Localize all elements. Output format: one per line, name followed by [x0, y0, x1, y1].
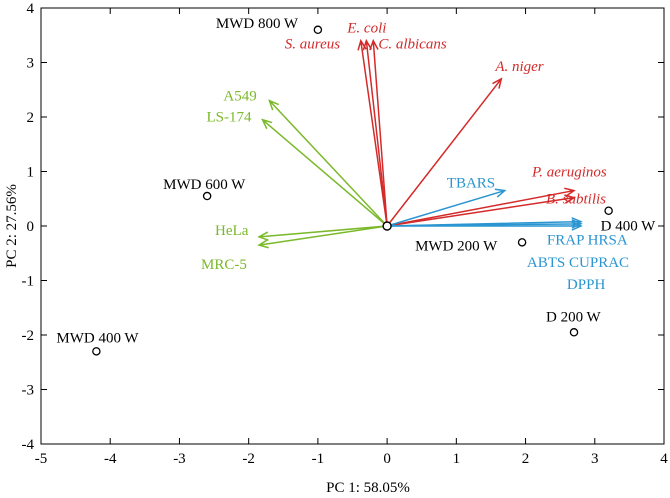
y-tick-label: -3	[22, 383, 35, 399]
x-tick-label: -3	[173, 451, 186, 467]
score-marker	[517, 238, 527, 247]
score-marker	[569, 328, 579, 337]
x-tick-label: 1	[453, 451, 461, 467]
vector-hela	[257, 225, 388, 241]
vector-group-antimicrobial: E. coli S. aureus C. albicans A. niger P. ae…	[285, 21, 607, 227]
score-label: MWD 200 W	[415, 238, 498, 254]
score-label: D 200 W	[546, 309, 602, 325]
y-tick-label: -1	[22, 274, 35, 290]
vector-b-subtilis	[386, 194, 576, 227]
score-point-mwd-200-w: MWD 200 W	[415, 238, 527, 254]
vector-label-abts-cuprac: ABTS CUPRAC	[527, 255, 629, 271]
score-label: MWD 400 W	[56, 330, 139, 346]
y-tick-label: -4	[22, 437, 35, 453]
vector-label-e-coli: E. coli	[346, 21, 386, 37]
vector-label-a-niger: A. niger	[494, 59, 543, 75]
x-tick-label: -1	[312, 451, 325, 467]
vector-e-coli	[369, 38, 388, 227]
x-tick-label: 2	[522, 451, 530, 467]
vector-mrc-5	[257, 225, 388, 249]
vector-group-antioxidant: TBARS FRAP HRSA ABTS CUPRAC DPPH	[386, 176, 629, 293]
y-tick-label: 2	[27, 110, 35, 126]
vector-group-cytotoxic: A549 LS-174 HeLa MRC-5	[201, 89, 388, 273]
x-tick-label: -4	[104, 451, 117, 467]
y-tick-label: 1	[27, 165, 35, 181]
vector-label-c-albicans: C. albicans	[378, 37, 446, 53]
origin-marker	[382, 221, 392, 231]
vector-label-mrc-5: MRC-5	[201, 257, 247, 273]
vector-label-a549: A549	[223, 89, 256, 105]
y-tick-label: 3	[27, 56, 35, 72]
score-marker	[202, 191, 212, 201]
score-marker	[313, 25, 323, 35]
score-marker	[92, 347, 101, 356]
score-label: MWD 600 W	[163, 177, 246, 193]
x-tick-label: 3	[591, 451, 599, 467]
vector-ls-174	[261, 118, 388, 227]
vector-c-albicans	[362, 38, 388, 227]
vector-label-b-subtilis: B. subtilis	[546, 192, 606, 208]
score-marker	[604, 206, 613, 215]
vector-label-s-aureus: S. aureus	[285, 37, 340, 53]
vector-dpph	[387, 221, 583, 231]
y-tick-label: 0	[27, 219, 35, 235]
loading-vectors: A549 LS-174 HeLa MRC-5 E. coli S. aureus C. al…	[201, 21, 629, 293]
vector-label-tbars: TBARS	[447, 176, 495, 192]
y-axis-title: PC 2: 27.56%	[4, 184, 20, 268]
vector-label-p-aeruginos: P. aeruginos	[531, 165, 607, 181]
vector-label-ls-174: LS-174	[207, 110, 253, 126]
x-tick-label: -2	[242, 451, 255, 467]
score-label: D 400 W	[601, 219, 657, 235]
vector-label-dpph: DPPH	[567, 277, 606, 293]
x-tick-label: 0	[383, 451, 391, 467]
vector-a549	[268, 99, 388, 227]
score-point-d-400-w: D 400 W	[601, 206, 657, 235]
x-tick-label: -5	[35, 451, 48, 467]
x-tick-label: 4	[660, 451, 668, 467]
vector-a-niger	[386, 77, 503, 227]
vector-label-frap-hrsa: FRAP HRSA	[547, 233, 628, 249]
score-point-d-200-w: D 200 W	[546, 309, 602, 337]
score-point-mwd-600-w: MWD 600 W	[163, 177, 246, 201]
score-points: MWD 800 W MWD 600 W MWD 400 W MWD 200 W D 40…	[56, 16, 657, 356]
score-point-mwd-400-w: MWD 400 W	[56, 330, 139, 356]
score-label: MWD 800 W	[216, 16, 299, 32]
y-tick-label: 4	[27, 1, 35, 17]
y-tick-label: -2	[22, 328, 35, 344]
vector-label-hela: HeLa	[215, 223, 249, 239]
score-point-mwd-800-w: MWD 800 W	[216, 16, 323, 35]
vector-s-aureus	[357, 38, 388, 227]
x-axis-title: PC 1: 58.05%	[326, 480, 410, 496]
vector-p-aeruginos	[386, 187, 576, 227]
vector-tbars	[386, 188, 507, 227]
